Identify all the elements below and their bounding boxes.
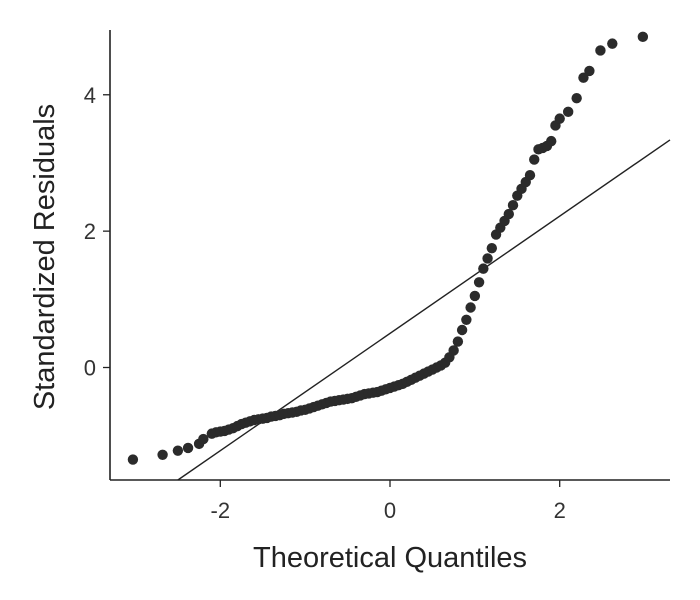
data-point <box>607 38 618 49</box>
data-point <box>127 454 139 465</box>
data-points <box>127 31 649 465</box>
data-point <box>486 242 498 254</box>
data-point <box>507 200 519 211</box>
y-tick-label: 0 <box>84 356 96 381</box>
data-point <box>469 290 481 302</box>
y-axis-title: Standardized Residuals <box>29 104 61 410</box>
data-point <box>473 277 485 288</box>
y-tick-label: 2 <box>84 219 96 244</box>
x-axis-title: Theoretical Quantiles <box>253 542 527 574</box>
data-point <box>456 324 468 336</box>
x-tick-label: 0 <box>384 498 396 523</box>
data-point <box>546 135 557 147</box>
data-point <box>637 31 649 43</box>
data-point <box>571 92 582 104</box>
plot-area: -2 0 2 0 2 4 <box>84 30 671 523</box>
data-point <box>461 314 472 325</box>
data-point <box>578 72 589 83</box>
y-ticks: 0 2 4 <box>84 83 110 381</box>
data-point <box>172 445 184 456</box>
data-point <box>482 253 493 264</box>
data-point <box>198 433 209 445</box>
x-ticks: -2 0 2 <box>211 480 566 523</box>
y-tick-label: 4 <box>84 83 96 108</box>
data-point <box>478 263 489 274</box>
data-point <box>465 302 476 313</box>
data-point <box>584 65 595 77</box>
data-point <box>554 113 565 124</box>
data-point <box>524 170 536 181</box>
data-point <box>529 154 540 165</box>
data-point <box>452 336 464 347</box>
data-point <box>562 106 574 118</box>
data-point <box>182 442 194 454</box>
data-point <box>448 345 459 356</box>
data-point <box>595 45 606 56</box>
x-tick-label: 2 <box>554 498 566 523</box>
data-point <box>157 449 168 460</box>
x-tick-label: -2 <box>211 498 231 523</box>
data-point <box>503 208 514 220</box>
reference-line <box>177 139 671 481</box>
